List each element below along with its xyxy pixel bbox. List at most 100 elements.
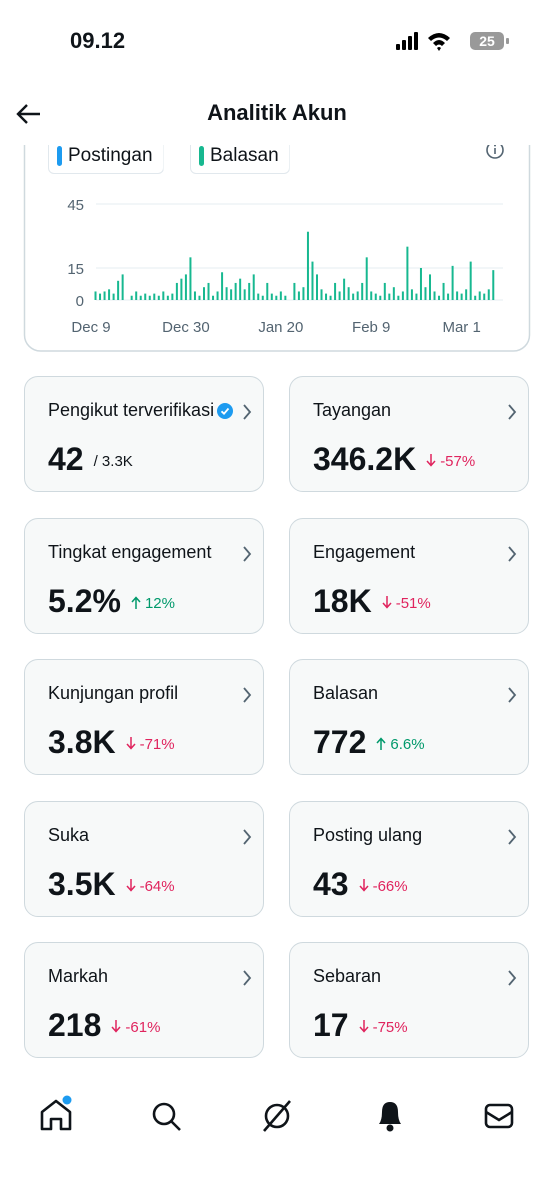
metric-card[interactable]: Engagement 18K -51% [289, 517, 529, 634]
bar [397, 295, 400, 300]
chevron [243, 545, 252, 562]
bar [383, 282, 386, 300]
value-text: 18K [313, 582, 372, 619]
metric-title: Sebaran [313, 966, 382, 986]
metric-card[interactable]: Balasan 772 6.6% [289, 659, 529, 775]
trend-arrow [382, 595, 392, 609]
y-tick-label: 15 [67, 261, 84, 278]
metric-value: 18K -51% [313, 583, 431, 620]
bar [135, 291, 138, 300]
metric-value: 17 -75% [313, 1007, 408, 1044]
chevron [508, 545, 517, 562]
bar [148, 295, 151, 300]
x-tick-label: Feb 9 [352, 319, 390, 336]
metric-card[interactable]: Posting ulang 43 -66% [289, 800, 529, 917]
nav-messages[interactable] [484, 1103, 514, 1129]
bar [184, 274, 187, 300]
bar [456, 291, 459, 300]
bar [94, 291, 97, 300]
chevron [243, 828, 252, 845]
bar [320, 289, 323, 300]
metric-value: 5.2% 12% [48, 583, 175, 620]
back-button[interactable] [14, 100, 44, 128]
bar [343, 278, 346, 300]
bar [483, 293, 486, 300]
bar [261, 295, 264, 300]
chevron-path [243, 970, 252, 986]
value-text: 346.2K [313, 441, 417, 477]
bar [248, 282, 251, 300]
status-time: 09.12 [70, 28, 126, 53]
bar [243, 289, 246, 300]
nav-home[interactable] [40, 1095, 72, 1131]
y-tick-label: 0 [76, 293, 84, 310]
bar [157, 295, 160, 300]
change: 6.6% [376, 736, 425, 753]
bar [442, 282, 445, 300]
change: -51% [382, 595, 431, 612]
status-icons: 25 [396, 32, 509, 51]
arrow-path [382, 595, 392, 609]
bar [415, 293, 418, 300]
trend-arrow [126, 737, 136, 750]
change: 12% [131, 595, 175, 612]
chevron [243, 970, 252, 986]
metric-card[interactable]: Tayangan 346.2K -57% [289, 376, 529, 492]
bar [121, 274, 124, 300]
metric-card[interactable]: Suka 3.5K -64% [24, 800, 264, 917]
metric-title: Balasan [313, 683, 379, 703]
verified-badge [217, 403, 233, 419]
bar [352, 293, 355, 300]
legend-swatch [199, 146, 204, 166]
bar [419, 268, 422, 300]
bar [270, 293, 273, 300]
nav-search[interactable] [152, 1102, 181, 1131]
bar [130, 295, 133, 300]
value-text: 5.2% [48, 582, 121, 619]
metric-card[interactable]: Tingkat engagement 5.2% 12% [24, 517, 264, 634]
metric-title: Pengikut terverifikasi [48, 400, 215, 420]
bar [429, 274, 431, 300]
metric-value: 3.5K -64% [48, 866, 175, 903]
legend-label: Postingan [68, 145, 153, 166]
bar [175, 282, 178, 300]
bar [492, 270, 495, 300]
value-text: 218 [48, 1007, 102, 1043]
bar [279, 291, 282, 300]
chevron [508, 404, 517, 420]
bar [139, 295, 142, 300]
metric-value: 346.2K -57% [313, 441, 475, 478]
bottom-nav [40, 1095, 514, 1132]
bar [225, 287, 228, 300]
metric-card[interactable]: Kunjungan profil 3.8K -71% [24, 659, 264, 775]
bar [487, 289, 490, 300]
bar [306, 231, 309, 300]
badge-bg [217, 403, 233, 419]
metric-title: Posting ulang [313, 824, 423, 845]
chevron-path [243, 687, 252, 703]
bar [207, 282, 210, 300]
bar [275, 295, 278, 300]
x-tick-label: Dec 9 [71, 319, 110, 336]
change-text: -71% [139, 736, 175, 753]
bar [361, 282, 364, 300]
chevron [508, 828, 517, 845]
metric-card[interactable]: Markah 218 -61% [24, 942, 264, 1058]
metric-value: 42 / 3.3K [48, 441, 133, 478]
bar [438, 295, 441, 300]
value-text: 42 [48, 441, 84, 477]
metric-card[interactable]: Pengikut terverifikasi 42 / 3.3K [24, 376, 264, 492]
metric-card[interactable]: Sebaran 17 -75% [289, 942, 529, 1058]
nav-grok[interactable] [263, 1100, 291, 1132]
nav-notifications[interactable] [379, 1102, 401, 1132]
bar [410, 289, 413, 300]
chevron-path [508, 970, 517, 986]
chevron-path [508, 828, 517, 845]
bar [252, 274, 255, 300]
trend-arrow [131, 595, 141, 609]
arrow-path [376, 737, 386, 750]
change-text: -51% [395, 594, 431, 612]
bar [451, 265, 454, 300]
bar [447, 293, 450, 300]
